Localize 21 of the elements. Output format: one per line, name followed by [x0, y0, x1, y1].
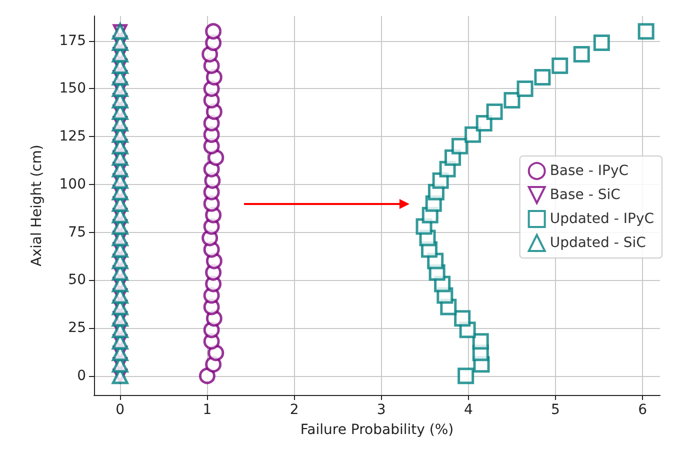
x-tick-label: 4	[464, 402, 473, 418]
x-axis-title: Failure Probability (%)	[300, 422, 454, 438]
y-tick-label: 75	[68, 224, 86, 240]
y-tick-label: 50	[68, 272, 86, 288]
x-tick-label: 5	[551, 402, 560, 418]
y-tick-label: 125	[59, 128, 86, 145]
x-tick-label: 6	[638, 402, 648, 418]
x-tick-label: 1	[202, 402, 212, 418]
y-tick-label: 150	[59, 80, 86, 97]
y-axis-title: Axial Height (cm)	[29, 144, 45, 266]
y-tick-label: 100	[59, 176, 86, 192]
legend-label: Updated - SiC	[550, 235, 646, 251]
y-tick-label: 25	[68, 320, 86, 336]
legend-label: Base - SiC	[550, 187, 621, 203]
legend-label: Base - IPyC	[550, 163, 629, 179]
y-tick-label: 175	[59, 32, 86, 49]
x-tick-label: 2	[290, 402, 299, 418]
y-tick-label: 0	[77, 368, 86, 384]
legend-label: Updated - IPyC	[550, 211, 654, 227]
x-tick-label: 0	[116, 402, 125, 418]
x-tick-label: 3	[376, 402, 386, 418]
